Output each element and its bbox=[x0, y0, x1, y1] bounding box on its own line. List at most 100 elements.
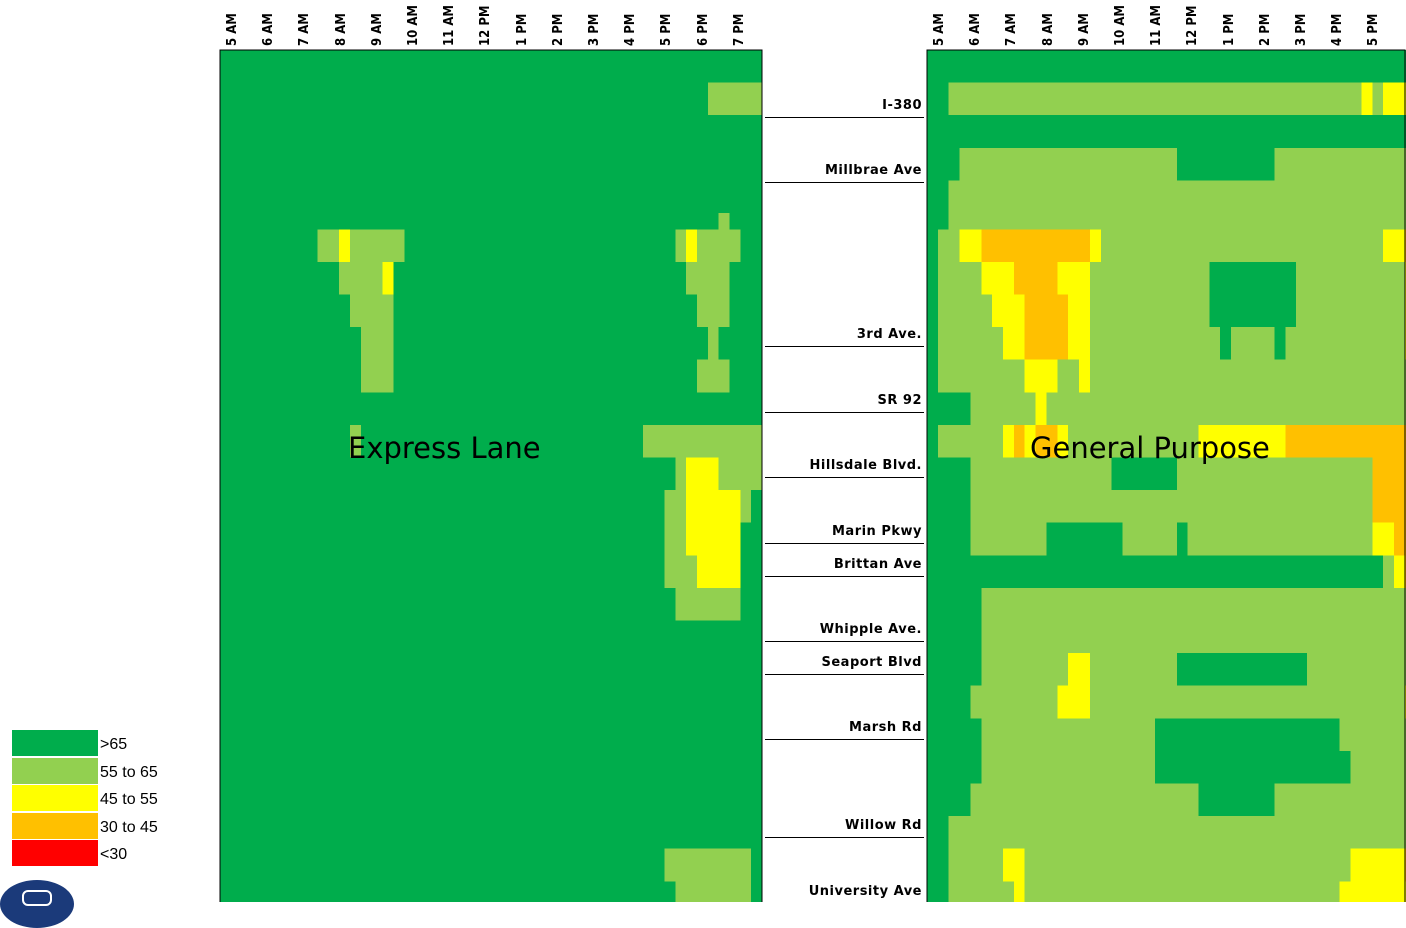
heatmap-cell bbox=[1187, 261, 1200, 279]
heatmap-cell bbox=[252, 636, 264, 654]
heatmap-cell bbox=[1361, 147, 1373, 165]
heatmap-cell bbox=[1068, 653, 1080, 670]
heatmap-cell bbox=[566, 750, 579, 768]
heatmap-cell bbox=[252, 587, 264, 605]
heatmap-cell bbox=[230, 278, 243, 296]
heatmap-cell bbox=[1285, 359, 1297, 377]
heatmap-cell bbox=[1068, 539, 1080, 556]
heatmap-cell bbox=[371, 783, 384, 801]
heatmap-cell bbox=[425, 359, 438, 377]
heatmap-cell bbox=[1003, 457, 1015, 475]
heatmap-cell bbox=[675, 457, 687, 475]
heatmap-cell bbox=[382, 424, 395, 442]
heatmap-cell bbox=[252, 310, 264, 328]
heatmap-cell bbox=[1035, 783, 1048, 801]
heatmap-cell bbox=[350, 376, 362, 393]
heatmap-cell bbox=[1079, 473, 1091, 491]
heatmap-cell bbox=[1013, 245, 1026, 263]
heatmap-cell bbox=[1122, 229, 1134, 247]
heatmap-cell bbox=[1133, 669, 1145, 687]
heatmap-cell bbox=[1089, 213, 1102, 230]
heatmap-cell bbox=[948, 897, 961, 902]
heatmap-cell bbox=[1057, 131, 1069, 149]
heatmap-cell bbox=[686, 718, 698, 736]
heatmap-cell bbox=[610, 832, 622, 850]
heatmap-cell bbox=[992, 310, 1004, 328]
heatmap-cell bbox=[1144, 82, 1156, 100]
heatmap-cell bbox=[1350, 180, 1362, 198]
heatmap-cell bbox=[959, 164, 972, 181]
heatmap-cell bbox=[696, 457, 709, 475]
heatmap-cell bbox=[599, 555, 611, 573]
heatmap-cell bbox=[436, 571, 449, 589]
heatmap-cell bbox=[1328, 490, 1341, 507]
heatmap-cell bbox=[556, 376, 568, 393]
heatmap-cell bbox=[1046, 408, 1058, 426]
heatmap-cell bbox=[959, 131, 972, 149]
heatmap-cell bbox=[729, 685, 741, 703]
heatmap-cell bbox=[1046, 669, 1058, 687]
heatmap-cell bbox=[1285, 881, 1297, 899]
heatmap-cell bbox=[371, 571, 384, 589]
heatmap-cell bbox=[458, 278, 470, 296]
heatmap-cell bbox=[631, 571, 644, 589]
heatmap-cell bbox=[1328, 343, 1341, 361]
heatmap-cell bbox=[1231, 881, 1243, 899]
heatmap-cell bbox=[927, 359, 939, 377]
heatmap-cell bbox=[729, 310, 741, 328]
heatmap-cell bbox=[664, 897, 676, 902]
heatmap-cell bbox=[1317, 327, 1330, 344]
heatmap-cell bbox=[566, 816, 579, 833]
heatmap-cell bbox=[425, 343, 438, 361]
heatmap-cell bbox=[447, 490, 460, 507]
heatmap-cell bbox=[491, 750, 503, 768]
heatmap-cell bbox=[1079, 359, 1091, 377]
heatmap-cell bbox=[970, 392, 982, 410]
heatmap-cell bbox=[263, 473, 275, 491]
heatmap-cell bbox=[981, 196, 993, 214]
heatmap-cell bbox=[415, 685, 427, 703]
heatmap-cell bbox=[447, 147, 460, 165]
heatmap-cell bbox=[415, 98, 427, 116]
heatmap-cell bbox=[1068, 473, 1080, 491]
heatmap-cell bbox=[1263, 799, 1276, 817]
heatmap-cell bbox=[621, 327, 633, 344]
heatmap-cell bbox=[927, 131, 939, 149]
heatmap-cell bbox=[1079, 392, 1091, 410]
heatmap-cell bbox=[339, 620, 351, 638]
heatmap-cell bbox=[1383, 832, 1395, 850]
speed-heatmap-figure: 5 AM 6 AM 7 AM 8 AM 9 AM 10 AM 11 AM 12 PM 1 PM 2… bbox=[219, 5, 1406, 902]
heatmap-cell bbox=[1328, 261, 1341, 279]
heatmap-cell bbox=[360, 604, 373, 622]
heatmap-cell bbox=[263, 848, 275, 866]
heatmap-cell bbox=[653, 131, 666, 149]
heatmap-cell bbox=[252, 832, 264, 850]
heatmap-cell bbox=[1383, 685, 1395, 703]
heatmap-cell bbox=[263, 180, 275, 198]
heatmap-cell bbox=[566, 604, 579, 622]
heatmap-cell bbox=[469, 865, 481, 882]
heatmap-cell bbox=[274, 816, 286, 833]
heatmap-cell bbox=[707, 718, 720, 736]
heatmap-cell bbox=[447, 408, 460, 426]
heatmap-cell bbox=[1068, 881, 1080, 899]
heatmap-cell bbox=[686, 408, 698, 426]
heatmap-cell bbox=[1307, 392, 1319, 410]
heatmap-cell bbox=[1383, 506, 1395, 524]
heatmap-cell bbox=[981, 718, 993, 736]
heatmap-cell bbox=[350, 539, 362, 556]
heatmap-cell bbox=[981, 164, 993, 181]
heatmap-cell bbox=[729, 636, 741, 654]
heatmap-cell bbox=[664, 327, 676, 344]
heatmap-cell bbox=[480, 229, 492, 247]
heatmap-cell bbox=[1198, 50, 1210, 67]
heatmap-cell bbox=[339, 848, 351, 866]
heatmap-cell bbox=[1079, 555, 1091, 573]
heatmap-cell bbox=[1263, 164, 1276, 181]
heatmap-cell bbox=[220, 783, 232, 801]
heatmap-cell bbox=[1285, 424, 1297, 442]
heatmap-cell bbox=[1165, 164, 1178, 181]
heatmap-cell bbox=[707, 294, 720, 312]
heatmap-cell bbox=[1372, 865, 1384, 882]
heatmap-cell bbox=[1252, 506, 1265, 524]
